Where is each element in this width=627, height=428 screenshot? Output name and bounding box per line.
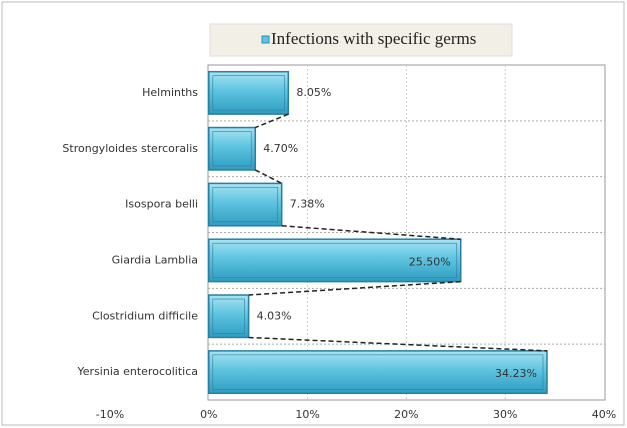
connector: [248, 280, 461, 296]
bar: [208, 182, 283, 227]
y-tick-label: Helminths: [142, 86, 198, 99]
bar: [208, 70, 290, 115]
x-tick-label: -10%: [96, 408, 124, 421]
bar-inner: [212, 75, 285, 111]
bar-inner: [212, 242, 458, 278]
legend: [209, 23, 513, 57]
connector: [254, 113, 289, 129]
y-tick-label: Yersinia enterocolitica: [77, 365, 198, 378]
x-tick-label: 30%: [493, 408, 517, 421]
y-tick-label: Clostridium difficile: [92, 309, 198, 322]
bar-inner: [212, 354, 544, 390]
bar: [208, 350, 548, 395]
value-label: 8.05%: [296, 86, 331, 99]
x-tick-label: 40%: [592, 408, 616, 421]
value-label: 7.38%: [290, 198, 325, 211]
bar: [208, 294, 250, 339]
bar-inner: [212, 187, 279, 223]
value-label: 4.03%: [257, 309, 292, 322]
bar-inner: [212, 131, 252, 167]
value-label: 4.70%: [263, 142, 298, 155]
legend-label: Infections with specific germs: [271, 29, 476, 48]
value-label: 34.23%: [495, 367, 537, 380]
connector: [254, 169, 283, 185]
bar-inner: [212, 298, 245, 334]
bar: [208, 238, 462, 283]
x-tick-label: 20%: [394, 408, 418, 421]
x-tick-label: 0%: [200, 408, 217, 421]
connector: [281, 225, 461, 240]
y-tick-label: Giardia Lamblia: [112, 253, 198, 266]
bar: [208, 126, 256, 171]
value-label: 25.50%: [409, 255, 451, 268]
legend-swatch: [261, 35, 270, 44]
x-tick-label: 10%: [295, 408, 319, 421]
y-tick-label: Strongyloides stercoralis: [62, 142, 198, 155]
y-tick-label: Isospora belli: [125, 198, 198, 211]
connector: [248, 336, 548, 352]
